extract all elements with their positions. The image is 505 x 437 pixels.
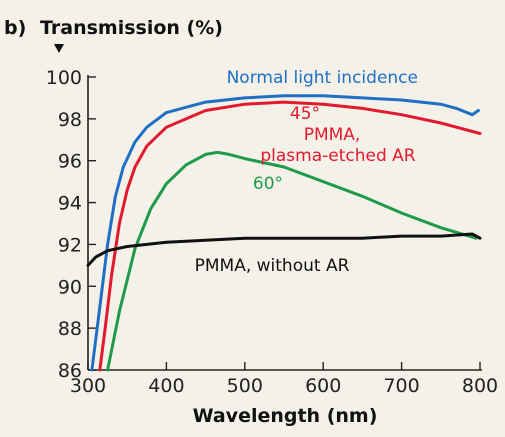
y-tick-label: 90 [58, 276, 82, 298]
series-group [86, 94, 482, 372]
y-axis-arrow-icon [54, 44, 64, 53]
y-tick-label: 96 [58, 151, 82, 173]
y-tick-label: 100 [46, 67, 82, 89]
ticks: 86 88 90 92 94 96 98 100 300 400 500 600 700 800 [46, 67, 498, 397]
annotation-label: 45° [290, 104, 320, 124]
annotation-label: PMMA, without AR [195, 256, 350, 276]
x-tick-label: 300 [70, 375, 106, 397]
x-tick-label: 500 [227, 375, 263, 397]
annotation-label: Normal light incidence [227, 68, 418, 88]
x-tick-label: 800 [462, 375, 498, 397]
series-normal-incidence-line [90, 94, 480, 372]
y-tick-label: 94 [58, 193, 82, 215]
annotation-label: PMMA, [304, 125, 361, 145]
series-60-degree-line [106, 150, 478, 372]
x-axis-title: Wavelength (nm) [193, 405, 378, 427]
series-pmma-without-ar-line [86, 232, 482, 267]
panel-label: b) [4, 17, 26, 39]
annotation-label: 60° [253, 174, 283, 194]
y-axis-title: Transmission (%) [40, 17, 223, 39]
x-tick-label: 600 [305, 375, 341, 397]
axes [87, 75, 482, 371]
y-tick-label: 86 [58, 360, 82, 382]
y-tick-label: 92 [58, 234, 82, 256]
annotation-label: plasma-etched AR [260, 146, 415, 166]
y-tick-label: 88 [58, 318, 82, 340]
y-tick-label: 98 [58, 109, 82, 131]
annotations: Normal light incidence 45°PMMA,plasma-etc… [195, 68, 418, 276]
x-tick-label: 700 [383, 375, 419, 397]
x-tick-label: 400 [148, 375, 184, 397]
